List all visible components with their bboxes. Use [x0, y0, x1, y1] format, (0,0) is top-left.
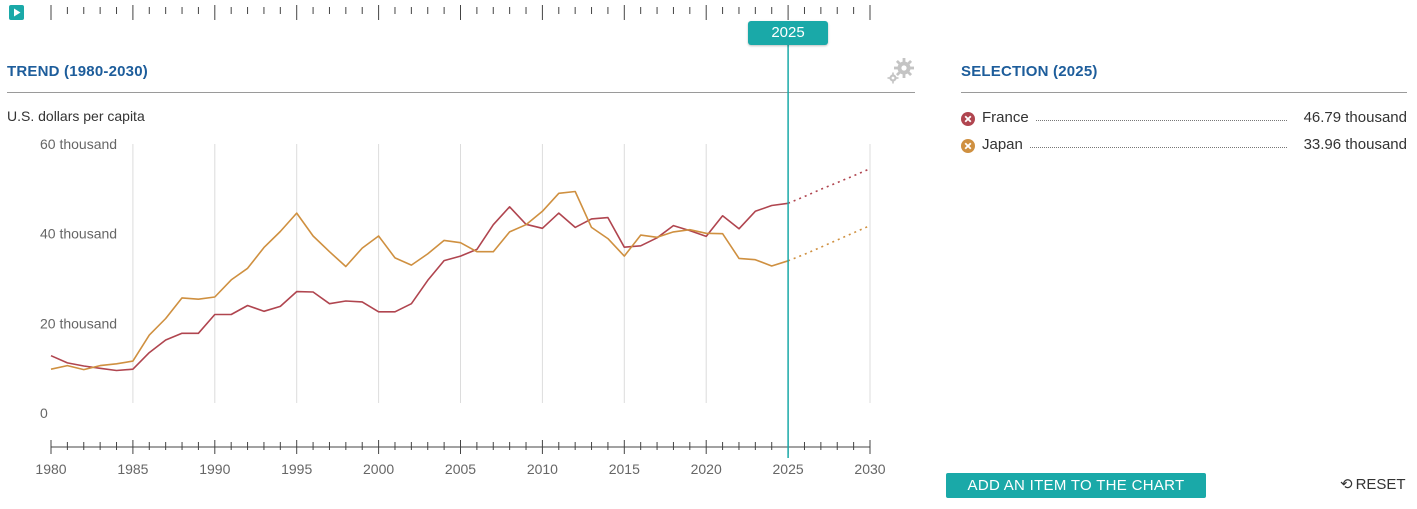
add-item-button[interactable]: ADD AN ITEM TO THE CHART: [946, 473, 1206, 498]
play-button[interactable]: [9, 5, 24, 20]
trend-chart: 0 20 thousand 40 thousand 60 thousand 1980 19…: [35, 40, 886, 477]
reset-label: RESET: [1355, 476, 1406, 493]
x-tick-label: 2020: [691, 461, 722, 477]
selection-divider: [961, 92, 1407, 93]
series-line-japan: [50, 190, 789, 371]
trend-divider: [7, 92, 915, 93]
x-tick-label: 2025: [773, 461, 804, 477]
legend-value: 46.79 thousand: [1297, 109, 1407, 126]
series-projection-japan: [787, 224, 871, 262]
x-tick-label: 1985: [117, 461, 148, 477]
legend-leader: [1021, 120, 1287, 121]
x-tick-label: 2000: [363, 461, 394, 477]
legend-label: Japan: [982, 136, 1029, 153]
legend-item-japan[interactable]: Japan 33.96 thousand: [961, 136, 1407, 156]
legend-label: France: [982, 109, 1035, 126]
x-tick-label: 2030: [854, 461, 885, 477]
legend-item-france[interactable]: France 46.79 thousand: [961, 109, 1407, 129]
x-tick-label: 1980: [35, 461, 66, 477]
close-icon[interactable]: [961, 139, 975, 153]
reset-icon: ⟲: [1340, 476, 1353, 493]
selection-title: SELECTION (2025): [961, 63, 1098, 80]
series-line-france: [50, 202, 789, 372]
x-tick-label: 2005: [445, 461, 476, 477]
legend-value: 33.96 thousand: [1297, 136, 1407, 153]
x-tick-label: 1990: [199, 461, 230, 477]
gear-icon: [887, 58, 914, 84]
x-tick-label: 1995: [281, 461, 312, 477]
timeline-slider[interactable]: [0, 0, 1417, 30]
y-tick-label: 20 thousand: [40, 315, 117, 331]
y-tick-label: 40 thousand: [40, 226, 117, 242]
reset-button[interactable]: ⟲ RESET: [1340, 475, 1406, 493]
series-projection-france: [787, 167, 871, 205]
y-tick-label: 60 thousand: [40, 136, 117, 152]
y-tick-label: 0: [40, 405, 48, 421]
x-tick-label: 2010: [527, 461, 558, 477]
unit-label: U.S. dollars per capita: [7, 108, 145, 124]
selected-year-badge[interactable]: 2025: [748, 21, 828, 45]
trend-title: TREND (1980-2030): [7, 63, 148, 80]
settings-button[interactable]: [884, 56, 916, 91]
play-icon: [14, 8, 21, 17]
close-icon[interactable]: [961, 112, 975, 126]
x-tick-label: 2015: [609, 461, 640, 477]
legend-leader: [1021, 147, 1287, 148]
